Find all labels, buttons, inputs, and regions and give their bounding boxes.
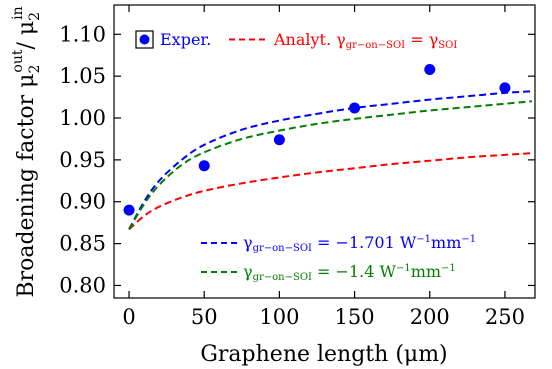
x-tick-label: 50	[191, 305, 218, 329]
legend-top: Exper. Analyt. γgr−on−SOI = γSOI	[135, 30, 457, 51]
y-axis-title: Broadening factor μ2out/ μ2in	[10, 6, 43, 297]
series-layer	[123, 63, 533, 231]
x-tick-label: 150	[335, 305, 375, 329]
x-axis: 0 50 100 150 200 250	[122, 5, 525, 329]
y-tick-label: 1.05	[59, 64, 106, 88]
legend-blue-label: γgr−on−SOI = −1.701 W−1mm−1	[243, 233, 476, 254]
legend-exper-marker	[139, 34, 150, 45]
x-tick-label: 200	[410, 305, 450, 329]
series-line-2	[128, 90, 533, 230]
y-tick-label: 0.95	[59, 148, 106, 172]
x-axis-title: Graphene length (μm)	[200, 342, 447, 367]
plot-frame	[113, 4, 536, 299]
legend-analyt-label: Analyt. γgr−on−SOI = γSOI	[273, 30, 457, 51]
series-line-1	[128, 152, 533, 231]
exper-data-point	[499, 82, 511, 94]
exper-data-point	[123, 204, 135, 216]
x-tick-label: 0	[122, 305, 135, 329]
exper-data-point	[198, 160, 210, 172]
exper-data-point	[424, 63, 436, 75]
legend-bottom: γgr−on−SOI = −1.701 W−1mm−1 γgr−on−SOI =…	[201, 233, 476, 283]
x-tick-label: 250	[485, 305, 525, 329]
exper-data-point	[273, 134, 285, 146]
exper-data-point	[349, 102, 361, 114]
y-tick-label: 0.85	[59, 232, 106, 256]
legend-green-label: γgr−on−SOI = −1.4 W−1mm−1	[243, 262, 456, 283]
y-tick-label: 1.00	[59, 106, 106, 130]
series-line-3	[128, 100, 533, 230]
y-tick-label: 0.80	[59, 273, 106, 297]
legend-exper-marker-box	[135, 30, 154, 49]
y-tick-label: 0.90	[59, 190, 106, 214]
y-tick-label: 1.10	[59, 22, 106, 46]
y-axis: 0.80 0.85 0.90 0.95 1.00 1.05 1.10	[59, 22, 535, 297]
x-tick-label: 100	[259, 305, 299, 329]
legend-exper-label: Exper.	[160, 30, 211, 49]
